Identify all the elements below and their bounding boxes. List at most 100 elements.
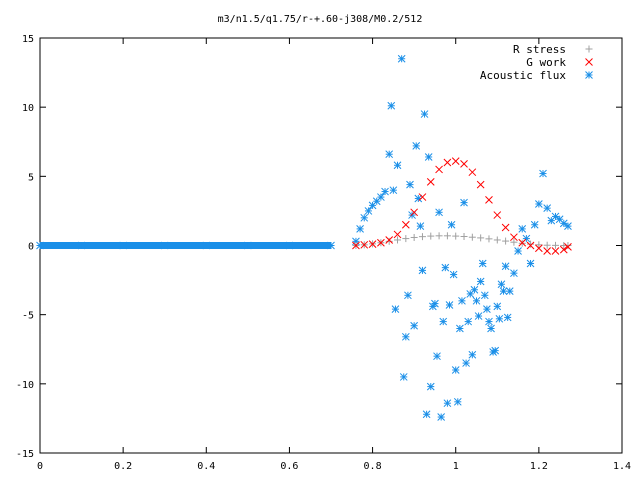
point-g-work	[543, 247, 552, 255]
point-g-work	[401, 220, 410, 229]
point-acoustic-flux	[514, 247, 522, 255]
series-g-work	[352, 157, 572, 255]
point-acoustic-flux	[414, 194, 423, 203]
legend-label-r-stress: R stress	[513, 43, 566, 56]
point-acoustic-flux	[412, 142, 421, 150]
point-g-work	[385, 236, 394, 244]
point-acoustic-flux	[420, 110, 429, 118]
legend-marker-g-work	[585, 58, 593, 66]
point-g-work	[426, 178, 435, 186]
point-g-work	[393, 230, 402, 239]
point-acoustic-flux	[360, 213, 369, 222]
point-g-work	[368, 240, 377, 248]
chart-title: m3/n1.5/q1.75/r-+.60-j308/M0.2/512	[218, 14, 423, 25]
point-acoustic-flux	[435, 208, 443, 217]
point-acoustic-flux	[483, 305, 491, 313]
point-acoustic-flux	[485, 317, 493, 326]
axes-ticks: 0 0.2 0.4 0.6 0.8 1 1.2 1.4 15 10 5 0 -5 -10 -15	[16, 34, 631, 472]
point-acoustic-flux	[535, 200, 543, 208]
point-acoustic-flux	[547, 216, 556, 225]
series-acoustic-flux	[36, 54, 572, 421]
point-r-stress	[485, 235, 493, 243]
point-acoustic-flux	[391, 305, 400, 313]
point-r-stress	[535, 241, 543, 249]
point-acoustic-flux	[431, 299, 439, 308]
legend-label-g-work: G work	[526, 56, 566, 69]
point-g-work	[360, 240, 369, 249]
point-r-stress	[551, 241, 559, 249]
point-acoustic-flux	[399, 373, 408, 381]
legend-marker-r-stress	[585, 45, 593, 53]
y-tick-label: 0	[28, 242, 34, 253]
point-acoustic-flux	[526, 259, 535, 268]
point-acoustic-flux	[381, 187, 389, 196]
data-marks	[36, 54, 572, 421]
point-g-work	[535, 244, 543, 253]
point-acoustic-flux	[439, 317, 448, 326]
point-acoustic-flux	[460, 198, 468, 207]
point-g-work	[451, 157, 460, 165]
point-acoustic-flux	[443, 399, 452, 408]
point-acoustic-flux	[416, 222, 425, 230]
point-acoustic-flux	[426, 382, 435, 391]
point-acoustic-flux	[470, 285, 479, 294]
point-r-stress	[510, 238, 518, 246]
point-acoustic-flux	[364, 207, 373, 215]
point-r-stress	[435, 232, 443, 240]
point-r-stress	[468, 233, 476, 241]
point-r-stress	[418, 233, 426, 241]
point-acoustic-flux	[474, 312, 483, 320]
point-acoustic-flux	[404, 291, 412, 300]
point-r-stress	[452, 232, 460, 240]
point-acoustic-flux	[510, 269, 518, 278]
point-g-work	[418, 193, 427, 201]
point-r-stress	[477, 234, 485, 242]
point-acoustic-flux	[503, 313, 512, 322]
point-r-stress	[443, 232, 451, 240]
point-acoustic-flux	[487, 324, 495, 333]
point-g-work	[559, 245, 568, 254]
x-tick-label: 0.4	[197, 461, 215, 472]
point-acoustic-flux	[478, 259, 487, 268]
point-g-work	[435, 165, 443, 174]
point-acoustic-flux	[464, 317, 473, 326]
point-acoustic-flux	[491, 346, 500, 355]
point-acoustic-flux	[445, 301, 454, 309]
point-acoustic-flux	[356, 225, 364, 233]
point-r-stress	[394, 236, 402, 244]
point-r-stress	[460, 233, 468, 241]
point-r-stress	[427, 232, 435, 240]
point-g-work	[493, 211, 502, 219]
point-g-work	[510, 233, 518, 242]
point-r-stress	[385, 237, 393, 245]
point-acoustic-flux	[451, 366, 460, 374]
point-acoustic-flux	[539, 169, 547, 178]
point-acoustic-flux	[497, 280, 506, 289]
point-r-stress	[493, 236, 501, 244]
point-acoustic-flux	[422, 410, 431, 419]
x-tick-label: 1.4	[613, 461, 631, 472]
legend-label-acoustic-flux: Acoustic flux	[480, 69, 566, 82]
point-acoustic-flux	[472, 296, 481, 305]
point-g-work	[551, 247, 560, 255]
point-acoustic-flux	[468, 350, 477, 359]
point-r-stress	[527, 240, 535, 248]
point-acoustic-flux	[480, 291, 489, 300]
point-acoustic-flux	[564, 222, 572, 230]
point-acoustic-flux	[476, 277, 485, 286]
y-tick-label: -15	[16, 449, 34, 460]
point-acoustic-flux	[397, 54, 406, 63]
point-r-stress	[564, 242, 572, 249]
point-acoustic-flux	[447, 220, 456, 229]
point-acoustic-flux	[433, 352, 441, 361]
point-r-stress	[410, 233, 418, 241]
x-tick-label: 0.8	[364, 461, 382, 472]
y-tick-label: 10	[22, 103, 34, 114]
point-acoustic-flux	[424, 153, 433, 161]
point-g-work	[564, 243, 572, 251]
point-r-stress	[502, 237, 510, 245]
point-acoustic-flux	[418, 266, 427, 275]
y-tick-label: 15	[22, 34, 34, 45]
point-acoustic-flux	[530, 220, 539, 229]
legend-marker-acoustic-flux	[585, 71, 593, 79]
